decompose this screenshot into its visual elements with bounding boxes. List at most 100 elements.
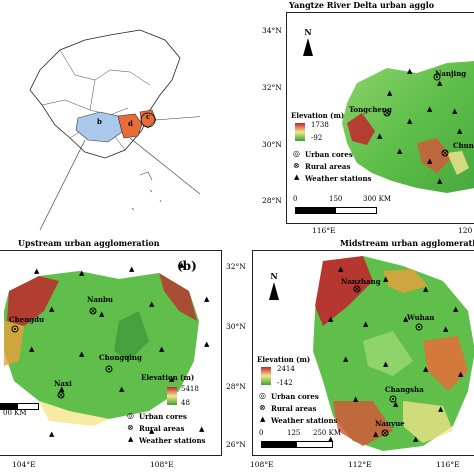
svg-text:▲: ▲ — [119, 385, 125, 393]
svg-text:▲: ▲ — [383, 275, 389, 283]
svg-text:▲: ▲ — [423, 285, 429, 293]
panel-b-station-icon: ▲ — [128, 435, 134, 443]
panel-c-lat-32: 32°N — [262, 83, 282, 92]
panel-b-title: Upstream urban agglomeration — [18, 238, 160, 248]
svg-text:▲: ▲ — [159, 345, 165, 353]
svg-text:▲: ▲ — [413, 435, 419, 443]
panel-d-city-nanzhang: Nanzhang — [341, 277, 381, 286]
svg-text:▲: ▲ — [383, 360, 389, 368]
svg-text:▲: ▲ — [407, 67, 413, 75]
panel-c-lat-28: 28°N — [262, 196, 282, 205]
panel-b-legend-urban: Urban cores — [139, 412, 187, 421]
panel-d-scale-125: 125 — [287, 429, 301, 437]
panel-c-elev-bar — [295, 123, 305, 141]
panel-d-lon-116: 116°E — [436, 460, 460, 469]
panel-d-legend-urban: Urban cores — [271, 392, 319, 401]
panel-b-legend-rural: Rural areas — [139, 424, 185, 433]
panel-d-title: Midstream urban agglomeration — [340, 238, 474, 248]
svg-text:▲: ▲ — [343, 355, 349, 363]
svg-text:▲: ▲ — [453, 305, 459, 313]
panel-d-elev-bar — [261, 367, 271, 385]
svg-text:▲: ▲ — [49, 305, 55, 313]
svg-text:▲: ▲ — [199, 425, 205, 433]
panel-d-north-arrow: N — [267, 271, 281, 300]
panel-c-city-tongcheng: Tongcheng — [349, 105, 392, 114]
svg-text:▲: ▲ — [452, 107, 458, 115]
svg-text:▲: ▲ — [427, 105, 433, 113]
panel-d-north-label: N — [270, 271, 278, 281]
svg-text:▲: ▲ — [149, 427, 155, 435]
panel-c-city-chun: Chun — [453, 141, 474, 150]
panel-c-lon-116: 116°E — [312, 226, 336, 235]
panel-b-legend-title: Elevation (m) — [141, 373, 195, 382]
panel-c-city-nanjing: Nanjing — [435, 69, 467, 78]
panel-d-urban-icon: ◎ — [259, 391, 266, 400]
panel-b-elev-min: 48 — [181, 399, 190, 407]
panel-c-scale-bar — [295, 207, 377, 214]
svg-text:▲: ▲ — [328, 315, 334, 323]
panel-c-lat-34: 34°N — [262, 26, 282, 35]
panel-b-lon-108: 108°E — [150, 460, 174, 469]
panel-b-scale-label: 00 KM — [3, 409, 27, 417]
panel-c-elev-min: -92 — [311, 134, 323, 142]
svg-text:▲: ▲ — [79, 350, 85, 358]
panel-d-lon-108: 108°E — [250, 460, 274, 469]
svg-text:▲: ▲ — [458, 370, 464, 378]
panel-d-legend-stations: Weather stations — [271, 416, 338, 425]
svg-text:▲: ▲ — [328, 435, 334, 443]
svg-text:▲: ▲ — [49, 430, 55, 438]
panel-d-lat-26: 26°N — [226, 440, 246, 449]
svg-text:▲: ▲ — [59, 385, 65, 393]
overview-label-b: b — [97, 117, 102, 126]
panel-c-elev-max: 1738 — [311, 121, 329, 129]
panel-d-city-changsha: Changsha — [385, 385, 424, 394]
panel-d-legend-title: Elevation (m) — [257, 355, 311, 364]
svg-text:▲: ▲ — [423, 365, 429, 373]
panel-b-legend-stations: Weather stations — [139, 436, 206, 445]
panel-c-legend-stations: Weather stations — [305, 174, 372, 183]
svg-text:▲: ▲ — [393, 400, 399, 408]
svg-text:▲: ▲ — [34, 267, 40, 275]
panel-c-title: Yangtze River Delta urban agglo — [289, 0, 435, 10]
panel-d-station-icon: ▲ — [260, 415, 266, 423]
panel-d-scale-0: 0 — [259, 429, 264, 437]
panel-c-legend-urban: Urban cores — [305, 150, 353, 159]
overview-map: b d c — [0, 0, 200, 230]
panel-c-legend-title: Elevation (m) — [291, 111, 345, 120]
panel-d-elev-max: 2414 — [277, 365, 295, 373]
panel-b-scale-bar — [0, 403, 39, 410]
panel-d-map: ▲ ▲ ▲ ▲ ▲ ▲ ▲ ▲ ▲ ▲ ▲ ▲ ▲ ▲ ▲ ▲ ▲ ▲ N Nanzhang Wuhan … — [252, 250, 474, 456]
svg-text:▲: ▲ — [438, 405, 444, 413]
svg-text:▲: ▲ — [149, 300, 155, 308]
panel-b-elev-bar — [167, 387, 177, 405]
svg-text:▲: ▲ — [403, 315, 409, 323]
panel-c-urban-icon: ◎ — [293, 149, 300, 158]
panel-c-lat-30: 30°N — [262, 140, 282, 149]
panel-b-elev-max: 5418 — [181, 385, 199, 393]
svg-text:▲: ▲ — [437, 79, 443, 87]
panel-d-scale-bar — [261, 441, 333, 448]
panel-d-lat-32: 32°N — [226, 262, 246, 271]
panel-c-station-icon: ▲ — [294, 173, 300, 181]
panel-d-lat-30: 30°N — [226, 322, 246, 331]
panel-c-scale-0: 0 — [293, 195, 298, 203]
svg-text:▲: ▲ — [407, 117, 413, 125]
panel-b-city-naxi: Naxi — [54, 379, 72, 388]
panel-d-rural-icon: ⊗ — [259, 403, 266, 412]
svg-text:▲: ▲ — [457, 127, 463, 135]
svg-text:▲: ▲ — [204, 340, 210, 348]
overview-region-d — [117, 113, 143, 139]
panel-c-scale-300: 300 KM — [363, 195, 391, 203]
overview-label-d: d — [128, 119, 133, 128]
svg-text:▲: ▲ — [99, 310, 105, 318]
panel-c-rural-icon: ⊗ — [293, 161, 300, 170]
overview-label-c: c — [146, 112, 151, 121]
svg-text:▲: ▲ — [169, 375, 175, 383]
svg-text:▲: ▲ — [338, 265, 344, 273]
svg-text:▲: ▲ — [397, 147, 403, 155]
panel-d-elev-min: -142 — [277, 379, 293, 387]
svg-text:▲: ▲ — [437, 177, 443, 185]
svg-text:▲: ▲ — [373, 430, 379, 438]
svg-text:▲: ▲ — [353, 395, 359, 403]
panel-b-city-chongqing: Chongqing — [99, 353, 142, 362]
